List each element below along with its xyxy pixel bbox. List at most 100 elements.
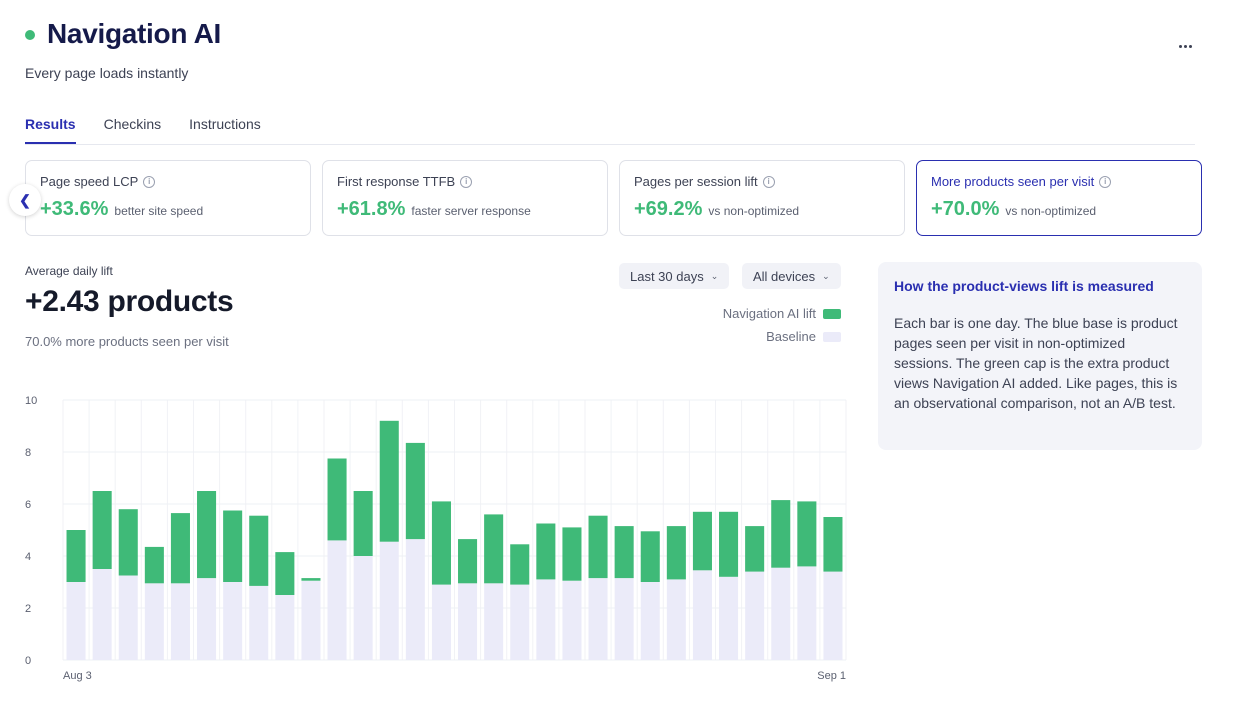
tab-bar: Results Checkins Instructions: [25, 108, 1195, 145]
lift-bar: [144, 546, 164, 584]
baseline-bar: [301, 580, 321, 660]
legend-item-baseline: Baseline: [723, 325, 841, 348]
baseline-bar: [249, 585, 269, 660]
baseline-bar: [405, 539, 425, 660]
baseline-bar: [823, 571, 843, 660]
y-tick-label: 0: [25, 655, 31, 667]
chevron-down-icon: ⌄: [822, 270, 830, 281]
baseline-bar: [144, 583, 164, 660]
baseline-bar: [797, 566, 817, 660]
card-pages-per-session[interactable]: Pages per session lift i +69.2% vs non-opt…: [619, 160, 905, 236]
baseline-bar: [562, 580, 582, 660]
baseline-bar: [771, 567, 791, 660]
baseline-bar: [666, 579, 686, 660]
lift-bar: [797, 501, 817, 567]
chevron-left-icon: ❮: [19, 191, 31, 208]
lift-bar: [745, 526, 765, 572]
lift-bar: [588, 515, 608, 579]
y-tick-label: 2: [25, 603, 31, 615]
lift-bar: [823, 517, 843, 572]
chevron-down-icon: ⌄: [710, 270, 719, 281]
baseline-bar: [588, 578, 608, 660]
chart-legend: Navigation AI lift Baseline: [723, 302, 841, 348]
card-value: +69.2%: [634, 198, 703, 220]
lift-bar: [249, 515, 269, 586]
card-caption: better site speed: [114, 204, 204, 218]
legend-item-lift: Navigation AI lift: [723, 302, 841, 325]
metric-subtext: 70.0% more products seen per visit: [25, 334, 229, 349]
baseline-bar: [275, 595, 295, 660]
x-tick-label: Aug 3: [63, 670, 92, 682]
lift-bar: [562, 527, 582, 581]
more-options-icon[interactable]: [1170, 36, 1200, 56]
tab-instructions[interactable]: Instructions: [189, 116, 261, 132]
baseline-bar: [745, 571, 765, 660]
lift-bar: [692, 511, 712, 571]
baseline-bar: [510, 584, 530, 660]
lift-bar: [353, 491, 373, 556]
card-label: More products seen per visit: [931, 174, 1095, 189]
device-value: All devices: [753, 268, 816, 284]
lift-bar: [510, 544, 530, 585]
y-tick-label: 4: [25, 551, 31, 563]
card-page-speed-lcp[interactable]: Page speed LCP i +33.6% better site speed: [25, 160, 311, 236]
lift-bar: [92, 491, 112, 569]
legend-label: Navigation AI lift: [722, 306, 816, 321]
baseline-bar: [614, 578, 634, 660]
card-caption: vs non-optimized: [1005, 204, 1097, 218]
card-label: Pages per session lift: [634, 174, 758, 189]
baseline-bar: [223, 582, 243, 660]
lift-bar: [405, 442, 425, 540]
baseline-bar: [484, 583, 504, 660]
baseline-bar: [353, 556, 373, 660]
baseline-bar: [66, 582, 86, 660]
y-tick-label: 10: [25, 395, 37, 407]
device-select[interactable]: All devices ⌄: [742, 263, 841, 289]
tab-checkins[interactable]: Checkins: [103, 116, 162, 132]
date-range-value: Last 30 days: [630, 268, 704, 284]
baseline-bar: [692, 570, 712, 660]
card-value: +61.8%: [337, 198, 406, 220]
info-icon[interactable]: i: [460, 175, 473, 188]
status-dot: [25, 30, 35, 40]
lift-bar: [118, 509, 138, 576]
x-tick-label: Sep 1: [817, 670, 846, 682]
lift-bar: [484, 514, 504, 584]
baseline-bar: [170, 583, 190, 660]
baseline-bar: [118, 575, 138, 660]
lift-bar: [379, 420, 399, 542]
card-first-response-ttfb[interactable]: First response TTFB i +61.8% faster server…: [322, 160, 608, 236]
baseline-bar: [536, 579, 556, 660]
info-icon[interactable]: i: [762, 175, 775, 188]
lift-bar: [771, 500, 791, 568]
metric-cards: Page speed LCP i +33.6% better site speed …: [25, 160, 1202, 236]
lift-bar: [719, 511, 739, 577]
lift-bar: [458, 539, 478, 584]
baseline-bar: [92, 569, 112, 660]
card-value: +70.0%: [931, 198, 1000, 220]
info-icon[interactable]: i: [1099, 175, 1112, 188]
baseline-bar: [327, 540, 347, 660]
page-title: Navigation AI: [47, 18, 221, 49]
bar-chart: 0 2 4 6 8 10 Aug 3 Sep 1: [25, 395, 847, 682]
baseline-bar: [719, 576, 739, 660]
baseline-bar: [197, 578, 217, 660]
baseline-bar: [431, 584, 451, 660]
date-range-select[interactable]: Last 30 days ⌄: [619, 263, 730, 289]
card-products-per-visit[interactable]: More products seen per visit i +70.0% vs n…: [916, 160, 1202, 236]
tab-results[interactable]: Results: [25, 108, 76, 144]
card-label: First response TTFB: [337, 174, 456, 189]
card-caption: vs non-optimized: [708, 204, 800, 218]
page-subtitle: Every page loads instantly: [25, 65, 189, 81]
lift-bar: [614, 526, 634, 579]
legend-swatch: [823, 331, 841, 342]
card-value: +33.6%: [40, 198, 109, 220]
info-panel: How the product-views lift is measured E…: [878, 262, 1202, 450]
lift-bar: [327, 458, 347, 541]
lift-bar: [431, 501, 451, 585]
carousel-prev-button[interactable]: ❮: [9, 184, 41, 216]
lift-bar: [197, 491, 217, 579]
info-icon[interactable]: i: [143, 175, 156, 188]
metric-label: Average daily lift: [25, 264, 113, 278]
lift-bar: [223, 510, 243, 582]
